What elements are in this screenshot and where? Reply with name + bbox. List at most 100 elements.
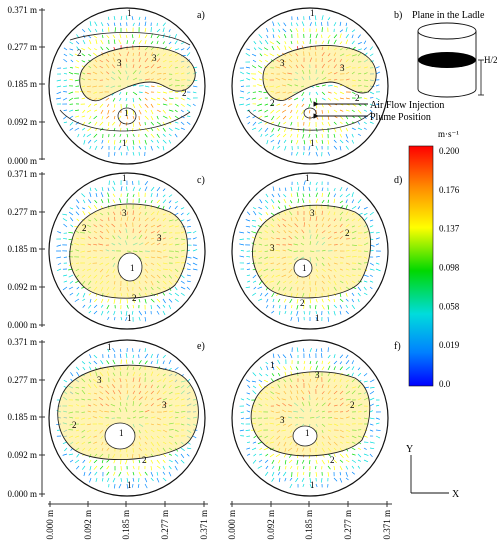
velocity-vector: [369, 387, 375, 389]
velocity-vector: [186, 225, 191, 228]
panel-label: e): [197, 341, 205, 352]
velocity-vector: [327, 115, 330, 120]
velocity-vector: [327, 365, 331, 371]
velocity-vector: [258, 384, 263, 389]
velocity-vector: [89, 465, 92, 471]
velocity-vector: [93, 35, 98, 39]
velocity-vector: [308, 151, 311, 156]
velocity-vector: [283, 103, 287, 106]
velocity-vector: [93, 310, 98, 315]
velocity-vector: [252, 109, 257, 112]
velocity-vector: [357, 121, 361, 125]
velocity-vector: [339, 139, 344, 144]
x-tick-label: 0.371 m: [199, 510, 209, 540]
velocity-vector: [309, 366, 312, 371]
velocity-vector: [303, 151, 305, 156]
velocity-vector: [375, 262, 380, 265]
velocity-vector: [112, 199, 116, 204]
velocity-vector: [252, 372, 257, 377]
velocity-vector: [290, 193, 293, 198]
velocity-vector: [333, 459, 338, 464]
velocity-vector: [114, 27, 116, 33]
velocity-vector: [339, 304, 343, 309]
velocity-vector: [258, 34, 263, 39]
velocity-vector: [283, 121, 287, 125]
velocity-vector: [112, 121, 116, 126]
velocity-vector: [351, 453, 356, 456]
velocity-vector: [162, 22, 166, 27]
velocity-vector: [283, 298, 287, 303]
velocity-vector: [375, 97, 380, 101]
velocity-vector: [162, 194, 166, 198]
velocity-vector: [279, 310, 281, 315]
velocity-vector: [106, 459, 110, 463]
velocity-vector: [94, 145, 98, 151]
zone-label: 3: [162, 400, 167, 410]
velocity-vector: [284, 310, 287, 315]
velocity-vector: [162, 127, 166, 132]
panel-d: d): [231, 172, 402, 330]
velocity-vector: [345, 193, 351, 198]
velocity-vector: [315, 459, 318, 465]
velocity-vector: [113, 471, 116, 476]
velocity-vector: [351, 304, 356, 310]
velocity-vector: [138, 121, 141, 127]
velocity-vector: [276, 40, 281, 45]
velocity-vector: [113, 459, 116, 464]
velocity-vector: [245, 103, 251, 106]
velocity-vector: [363, 121, 367, 125]
zone-label: 1: [127, 313, 132, 323]
x-tick-label: 0.092 m: [83, 510, 93, 540]
velocity-vector: [150, 199, 153, 204]
velocity-vector: [144, 298, 147, 304]
plane-disc: [418, 52, 476, 68]
velocity-vector: [271, 193, 275, 198]
velocity-vector: [270, 212, 275, 216]
velocity-vector: [94, 200, 98, 204]
velocity-vector: [277, 127, 281, 132]
velocity-vector: [345, 97, 350, 100]
velocity-vector: [144, 200, 147, 204]
velocity-vector: [186, 115, 191, 117]
velocity-vector: [345, 27, 348, 33]
velocity-vector: [144, 459, 147, 463]
velocity-vector: [156, 97, 161, 100]
velocity-vector: [351, 109, 355, 113]
velocity-vector: [56, 79, 62, 82]
velocity-vector: [138, 310, 142, 316]
velocity-vector: [83, 133, 86, 138]
velocity-vector: [369, 429, 374, 432]
velocity-vector: [246, 403, 251, 407]
velocity-vector: [95, 39, 98, 45]
velocity-vector: [363, 212, 368, 216]
velocity-vector: [284, 127, 287, 133]
velocity-vector: [76, 292, 80, 297]
velocity-vector: [339, 121, 343, 125]
velocity-vector: [264, 115, 269, 118]
velocity-vector: [277, 35, 281, 39]
velocity-vector: [357, 41, 362, 45]
velocity-vector: [118, 39, 122, 45]
velocity-vector: [102, 34, 104, 39]
velocity-vector: [321, 459, 325, 465]
velocity-vector: [301, 103, 305, 107]
velocity-vector: [156, 359, 159, 365]
velocity-vector: [162, 91, 168, 94]
velocity-vector: [315, 182, 318, 186]
velocity-vector: [252, 274, 257, 279]
velocity-vector: [290, 310, 293, 315]
velocity-vector: [265, 361, 269, 365]
velocity-vector: [100, 192, 104, 198]
velocity-vector: [132, 298, 135, 304]
y-axis-top: 0.371 m 0.277 m 0.185 m 0.092 m 0.000 m: [7, 5, 45, 166]
velocity-vector: [357, 133, 361, 136]
zone-label: 3: [280, 415, 285, 425]
velocity-vector: [138, 298, 141, 303]
velocity-vector: [308, 459, 311, 465]
zone-label: 3: [97, 375, 102, 385]
velocity-vector: [144, 360, 148, 365]
velocity-vector: [150, 127, 154, 131]
velocity-vector: [351, 34, 354, 39]
velocity-vector: [120, 316, 123, 321]
velocity-vector: [93, 133, 98, 138]
